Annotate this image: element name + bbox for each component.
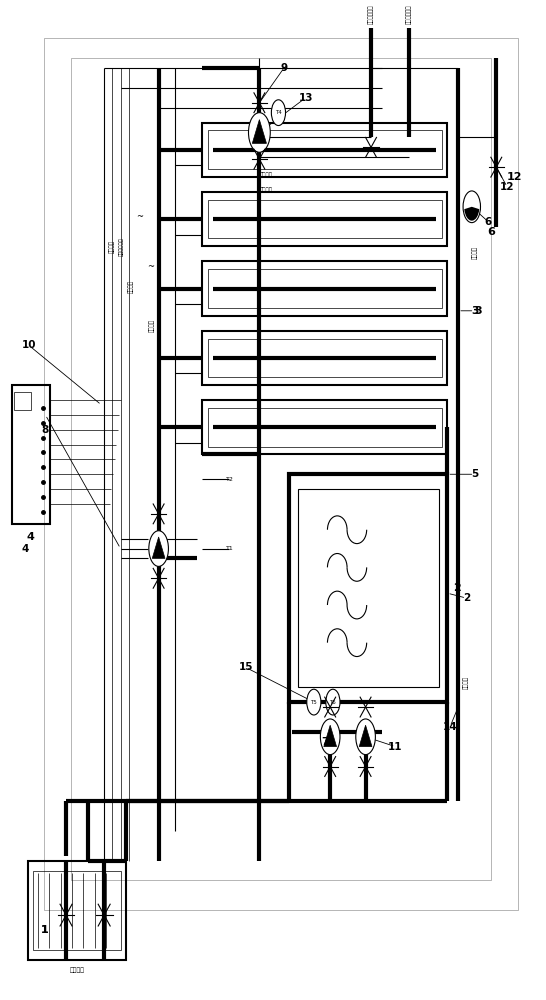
Bar [28, 861, 126, 960]
Bar [207, 339, 442, 377]
Text: 5: 5 [471, 469, 478, 479]
Text: 1: 1 [40, 925, 48, 935]
Text: 9: 9 [280, 63, 287, 73]
Text: 7: 7 [321, 737, 329, 747]
Text: 12: 12 [500, 182, 514, 192]
Circle shape [321, 719, 340, 755]
Text: 冷水管路: 冷水管路 [129, 280, 134, 293]
Bar [72, 58, 491, 880]
Circle shape [356, 719, 376, 755]
Bar [207, 200, 442, 238]
Text: 6: 6 [484, 217, 492, 227]
Text: 4: 4 [27, 532, 34, 542]
Bar [202, 400, 447, 454]
Bar [207, 130, 442, 169]
Text: 14: 14 [443, 722, 458, 732]
Text: 11: 11 [388, 742, 403, 752]
Bar [14, 392, 31, 410]
Text: ~: ~ [147, 262, 154, 271]
Text: 10: 10 [22, 340, 36, 350]
Text: 冷水储罐: 冷水储罐 [472, 246, 477, 259]
Bar [202, 123, 447, 177]
Bar [33, 871, 121, 950]
Bar [298, 489, 439, 687]
Bar [202, 192, 447, 246]
Text: T5: T5 [311, 700, 317, 705]
Text: T1: T1 [225, 546, 233, 551]
Text: 接补水管: 接补水管 [259, 172, 272, 178]
Circle shape [248, 113, 270, 152]
Bar [202, 331, 447, 385]
Text: 2: 2 [453, 583, 460, 593]
Wedge shape [464, 207, 479, 221]
Circle shape [307, 689, 321, 715]
Text: T4: T4 [275, 110, 282, 115]
Circle shape [149, 531, 168, 566]
Polygon shape [252, 120, 266, 143]
Bar [202, 261, 447, 316]
Bar [289, 474, 447, 702]
Text: 3: 3 [471, 306, 478, 316]
Text: 循环管路: 循环管路 [149, 319, 155, 332]
Polygon shape [359, 725, 372, 747]
Polygon shape [152, 537, 165, 558]
Text: 1: 1 [40, 925, 48, 935]
Text: 接补水补水阀: 接补水补水阀 [406, 4, 412, 24]
Circle shape [271, 100, 286, 126]
Text: 热水储罐: 热水储罐 [464, 676, 469, 689]
Text: 13: 13 [299, 93, 313, 103]
Text: 热水管路: 热水管路 [110, 240, 115, 253]
Text: T2: T2 [225, 477, 233, 482]
Text: 接回用水管阀: 接回用水管阀 [368, 4, 374, 24]
Bar [11, 385, 50, 524]
Text: T6: T6 [330, 700, 336, 705]
Text: 12: 12 [507, 172, 523, 182]
Text: 3: 3 [474, 306, 482, 316]
Text: 冷水储罐: 冷水储罐 [69, 968, 85, 973]
Bar [207, 408, 442, 447]
Polygon shape [324, 725, 336, 747]
Bar [207, 269, 442, 308]
Text: 8: 8 [41, 425, 49, 435]
Text: 6: 6 [487, 227, 495, 237]
Text: 冷水储罐: 冷水储罐 [259, 187, 272, 193]
Text: 4: 4 [21, 544, 29, 554]
Text: 2: 2 [462, 593, 470, 603]
Circle shape [463, 191, 480, 223]
Text: 15: 15 [239, 662, 253, 672]
Text: ~: ~ [136, 212, 143, 221]
Bar [44, 38, 518, 910]
Circle shape [326, 689, 340, 715]
Text: 接热水补水管: 接热水补水管 [119, 237, 124, 256]
